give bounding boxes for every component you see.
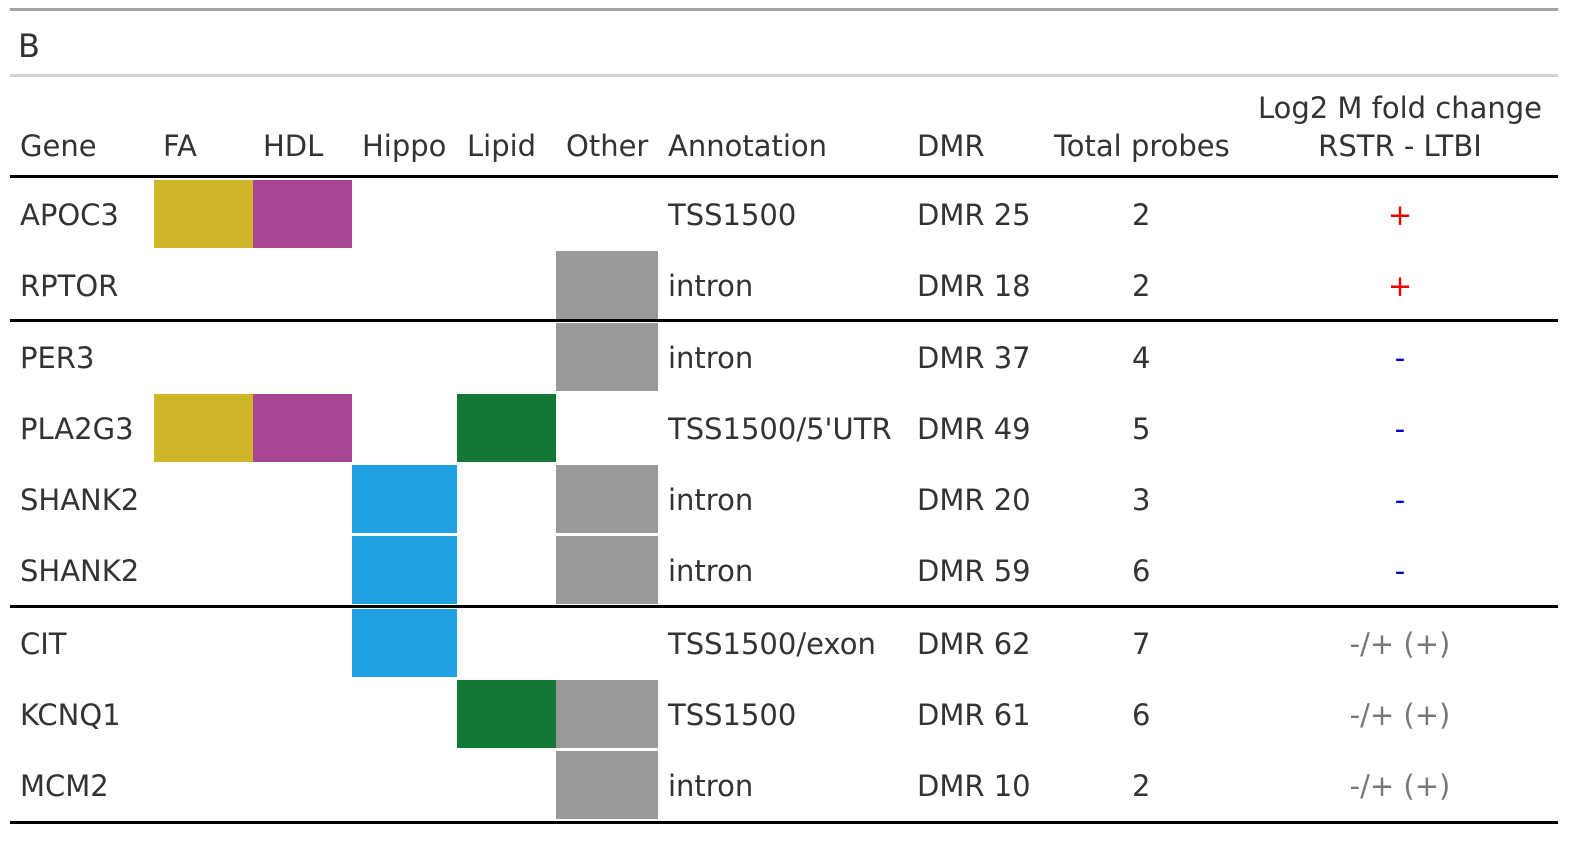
gene-cell: SHANK2	[20, 554, 140, 588]
annotation-cell: intron	[668, 554, 754, 588]
category-cell-hippo	[352, 465, 457, 533]
category-cell-hdl	[253, 180, 352, 248]
total-probes-cell: 4	[1132, 341, 1151, 375]
header-hippo: Hippo	[362, 129, 447, 163]
fold-change-cell: -/+ (+)	[1349, 769, 1451, 803]
table-rule	[10, 175, 1558, 178]
fold-change-cell: +	[1387, 269, 1413, 303]
category-cell-other	[556, 680, 658, 748]
dmr-cell: DMR 25	[917, 198, 1031, 232]
header-gene: Gene	[20, 129, 97, 163]
dmr-cell: DMR 62	[917, 627, 1031, 661]
category-cell-lipid	[457, 680, 556, 748]
header-annotation: Annotation	[668, 129, 828, 163]
category-cell-other	[556, 751, 658, 819]
fold-change-cell: +	[1387, 198, 1413, 232]
gene-cell: SHANK2	[20, 483, 140, 517]
table-rule	[10, 605, 1558, 608]
dmr-cell: DMR 10	[917, 769, 1031, 803]
fold-change-cell: -	[1394, 554, 1406, 588]
category-cell-other	[556, 323, 658, 391]
header-total-probes: Total probes	[1054, 129, 1230, 163]
category-cell-hippo	[352, 609, 457, 677]
category-cell-other	[556, 536, 658, 604]
annotation-cell: intron	[668, 769, 754, 803]
gene-cell: KCNQ1	[20, 698, 121, 732]
table-rule	[10, 821, 1558, 824]
category-cell-other	[556, 465, 658, 533]
total-probes-cell: 6	[1132, 554, 1151, 588]
dmr-cell: DMR 18	[917, 269, 1031, 303]
total-probes-cell: 3	[1132, 483, 1151, 517]
dmr-cell: DMR 37	[917, 341, 1031, 375]
header-hdl: HDL	[263, 129, 324, 163]
header-fold-change-line1: Log2 M fold change	[1257, 91, 1543, 125]
annotation-cell: TSS1500/5'UTR	[668, 412, 892, 446]
total-probes-cell: 2	[1132, 198, 1151, 232]
dmr-cell: DMR 61	[917, 698, 1031, 732]
annotation-cell: TSS1500/exon	[668, 627, 876, 661]
category-cell-other	[556, 251, 658, 319]
dmr-cell: DMR 20	[917, 483, 1031, 517]
gene-cell: MCM2	[20, 769, 109, 803]
total-probes-cell: 2	[1132, 269, 1151, 303]
fold-change-cell: -	[1394, 412, 1406, 446]
dmr-cell: DMR 59	[917, 554, 1031, 588]
gene-cell: PER3	[20, 341, 95, 375]
header-dmr: DMR	[917, 129, 985, 163]
total-probes-cell: 7	[1132, 627, 1151, 661]
title-divider	[10, 74, 1558, 77]
fold-change-cell: -	[1394, 341, 1406, 375]
category-cell-hdl	[253, 394, 352, 462]
annotation-cell: intron	[668, 269, 754, 303]
category-cell-lipid	[457, 394, 556, 462]
gene-cell: APOC3	[20, 198, 119, 232]
total-probes-cell: 2	[1132, 769, 1151, 803]
fold-change-cell: -	[1394, 483, 1406, 517]
table-rule	[10, 319, 1558, 322]
header-fold-change-line2: RSTR - LTBI	[1318, 129, 1482, 163]
top-border	[10, 8, 1558, 11]
annotation-cell: intron	[668, 483, 754, 517]
gene-cell: PLA2G3	[20, 412, 134, 446]
category-cell-hippo	[352, 536, 457, 604]
annotation-cell: intron	[668, 341, 754, 375]
dmr-cell: DMR 49	[917, 412, 1031, 446]
header-fa: FA	[163, 129, 197, 163]
fold-change-cell: -/+ (+)	[1349, 627, 1451, 661]
gene-cell: RPTOR	[20, 269, 119, 303]
annotation-cell: TSS1500	[668, 198, 797, 232]
gene-cell: CIT	[20, 627, 67, 661]
annotation-cell: TSS1500	[668, 698, 797, 732]
header-lipid: Lipid	[467, 129, 537, 163]
total-probes-cell: 5	[1132, 412, 1151, 446]
category-cell-fa	[154, 394, 253, 462]
fold-change-cell: -/+ (+)	[1349, 698, 1451, 732]
header-other: Other	[566, 129, 649, 163]
panel-label: B	[18, 27, 40, 65]
category-cell-fa	[154, 180, 253, 248]
total-probes-cell: 6	[1132, 698, 1151, 732]
